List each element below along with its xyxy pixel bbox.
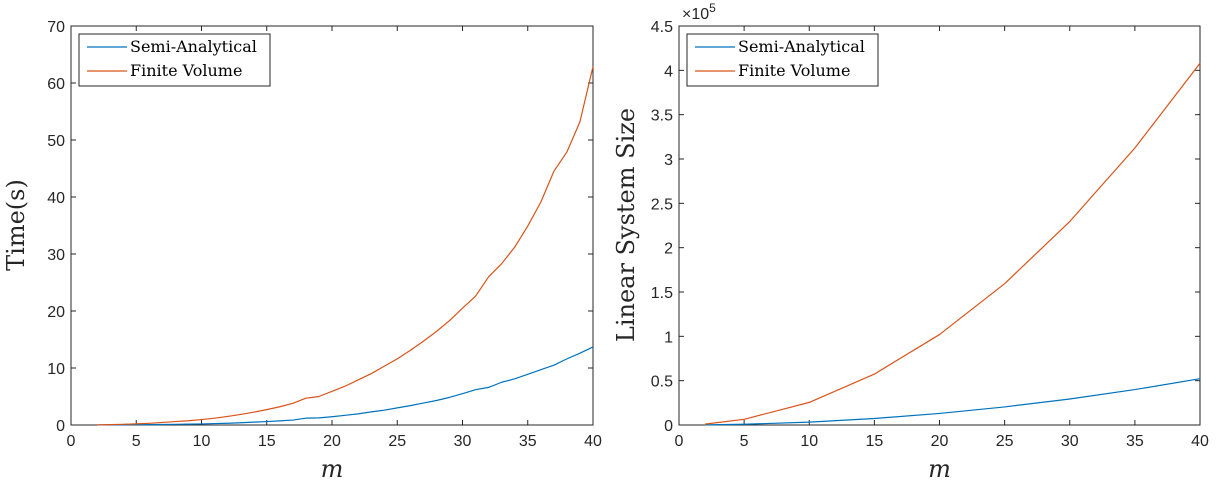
x-tick-label: 30	[1061, 433, 1079, 450]
x-axis-label: m	[321, 455, 344, 483]
time-chart: 0 5 10 15 20 25 30 35 40 0 10 20 30 40 50 60 70 m Time(s) S…	[2, 19, 602, 483]
x-tick-label: 15	[865, 433, 883, 450]
y-tick-label: 0.5	[651, 374, 673, 391]
y-tick-label: 2	[664, 241, 673, 258]
x-tick-label: 15	[258, 433, 276, 450]
legend-box	[78, 33, 271, 87]
x-tick-label: 5	[132, 433, 141, 450]
x-tick-label: 20	[931, 433, 949, 450]
x-tick-label: 10	[193, 433, 211, 450]
x-tick-label: 40	[1191, 433, 1209, 450]
y-tick-label: 3.5	[651, 108, 673, 125]
legend-entry-label: Finite Volume	[738, 61, 850, 80]
x-axis-label: m	[928, 455, 951, 483]
x-tick-label: 25	[388, 433, 406, 450]
y-tick-label: 3	[664, 152, 673, 169]
y-tick-label: 1.5	[651, 285, 673, 302]
y-tick-label: 0	[56, 418, 65, 435]
x-tick-label: 0	[675, 433, 684, 450]
legend-entry-label: Semi-Analytical	[738, 37, 865, 56]
x-tick-label: 20	[323, 433, 341, 450]
y-tick-label: 10	[47, 361, 65, 378]
legend: Semi-Analytical Finite Volume	[78, 33, 271, 87]
series-line-finite-volume	[97, 66, 594, 426]
x-tick-label: 0	[67, 433, 76, 450]
x-tick-label: 35	[519, 433, 537, 450]
y-tick-label: 40	[47, 190, 65, 207]
x-tick-label: 10	[800, 433, 818, 450]
y-tick-label: 30	[47, 247, 65, 264]
x-tick-label: 30	[454, 433, 472, 450]
y-tick-label: 60	[47, 76, 65, 93]
series-line-semi-analytical	[705, 378, 1201, 426]
series-line-finite-volume	[704, 62, 1201, 425]
series-line-semi-analytical	[97, 346, 594, 426]
legend: Semi-Analytical Finite Volume	[686, 33, 879, 87]
y-tick-label: 4.5	[651, 19, 673, 36]
y-tick-label: 0	[664, 418, 673, 435]
y-tick-label: 1	[664, 329, 673, 346]
y-exponent-label: ×105	[682, 1, 716, 23]
y-tick-label: 4	[664, 63, 673, 80]
legend-entry-label: Semi-Analytical	[130, 37, 257, 56]
y-tick-label: 20	[47, 304, 65, 321]
y-tick-label: 70	[47, 19, 65, 36]
y-axis-label: Time(s)	[2, 179, 30, 271]
x-tick-label: 40	[584, 433, 602, 450]
y-tick-label: 50	[47, 133, 65, 150]
y-tick-label: 2.5	[651, 196, 673, 213]
y-axis-label: Linear System Size	[612, 108, 640, 342]
legend-box	[686, 33, 879, 87]
x-tick-label: 35	[1126, 433, 1144, 450]
linear-system-size-chart: 0 5 10 15 20 25 30 35 40 0 0.5 1 1.5 2 2.5 3 3.5 4 4.5 ×105…	[612, 1, 1209, 483]
x-tick-label: 5	[740, 433, 749, 450]
legend-entry-label: Finite Volume	[130, 61, 242, 80]
x-tick-label: 25	[996, 433, 1014, 450]
